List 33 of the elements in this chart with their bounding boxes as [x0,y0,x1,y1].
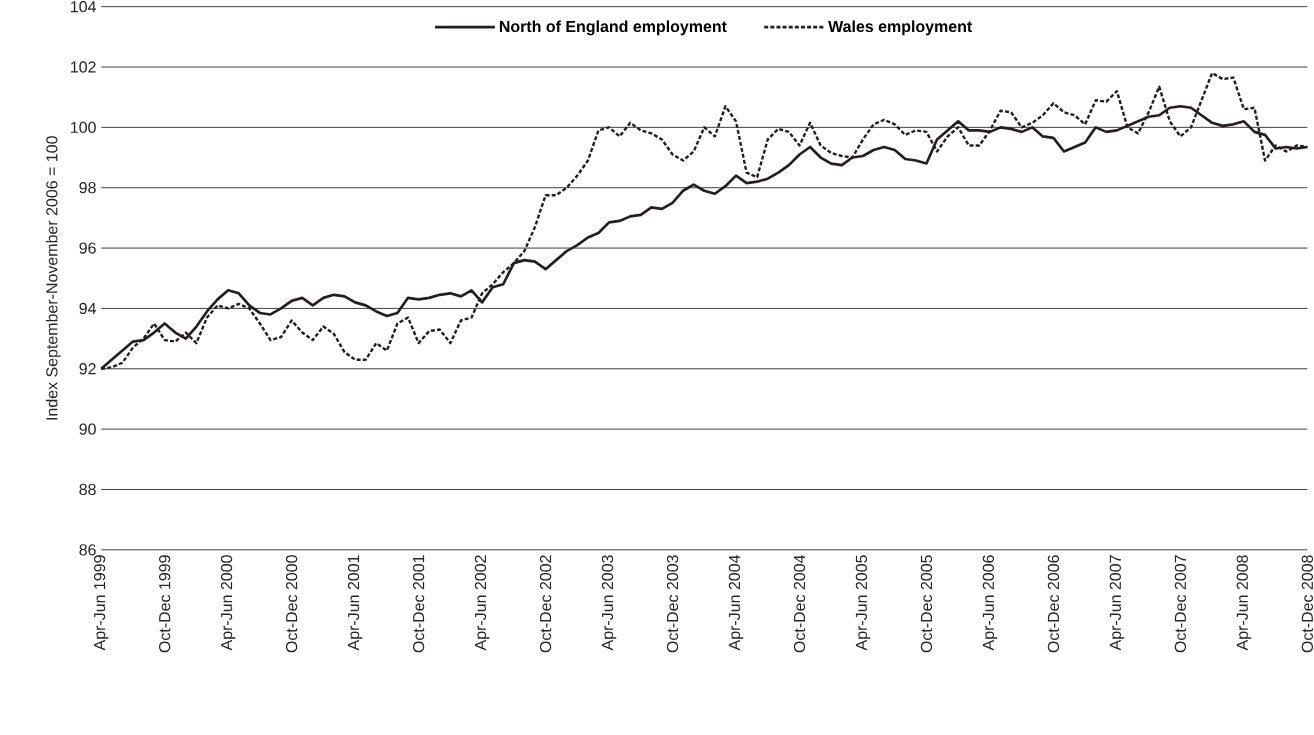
legend-label: North of England employment [499,20,727,36]
y-tick-label: 90 [79,423,96,435]
y-tick-label: 88 [79,483,96,496]
x-tick-label: Oct-Dec 2006 [1047,555,1060,653]
y-tick-label: 102 [71,61,96,73]
x-tick-label: Apr-Jun 2008 [1236,555,1252,651]
x-tick-label: Apr-Jun 2001 [347,555,363,651]
x-tick-label: Apr-Jun 2005 [855,555,871,651]
y-tick-label: 104 [71,1,97,13]
y-tick-label: 100 [71,121,96,134]
x-tick-label: Oct-Dec 2000 [285,555,298,653]
x-tick-label: Oct-Dec 2002 [539,555,552,653]
y-tick-label: 86 [79,544,96,556]
y-tick-label: 94 [79,302,97,315]
y-axis-title: Index September-November 2006 = 100 [45,136,61,420]
x-tick-label: Apr-Jun 2007 [1109,555,1125,651]
y-tick-label: 98 [79,182,96,194]
x-tick-label: Apr-Jun 2006 [982,555,998,651]
x-tick-label: Apr-Jun 2002 [474,555,490,651]
x-tick-label: Apr-Jun 1999 [93,555,109,651]
y-tick-label: 96 [79,242,96,254]
x-tick-label: Apr-Jun 2003 [601,555,617,651]
x-tick-label: Apr-Jun 2004 [728,555,744,651]
y-tick-label: 92 [79,363,96,375]
x-tick-label: Oct-Dec 2001 [412,555,425,653]
x-tick-label: Oct-Dec 2007 [1174,555,1187,653]
x-tick-label: Oct-Dec 2005 [920,555,933,653]
legend-label: Wales employment [828,20,973,36]
x-tick-label: Oct-Dec 2008 [1301,555,1313,653]
x-tick-label: Apr-Jun 2000 [220,555,236,651]
x-tick-label: Oct-Dec 2004 [793,555,806,653]
x-tick-label: Oct-Dec 2003 [666,555,679,653]
x-tick-label: Oct-Dec 1999 [159,555,171,653]
